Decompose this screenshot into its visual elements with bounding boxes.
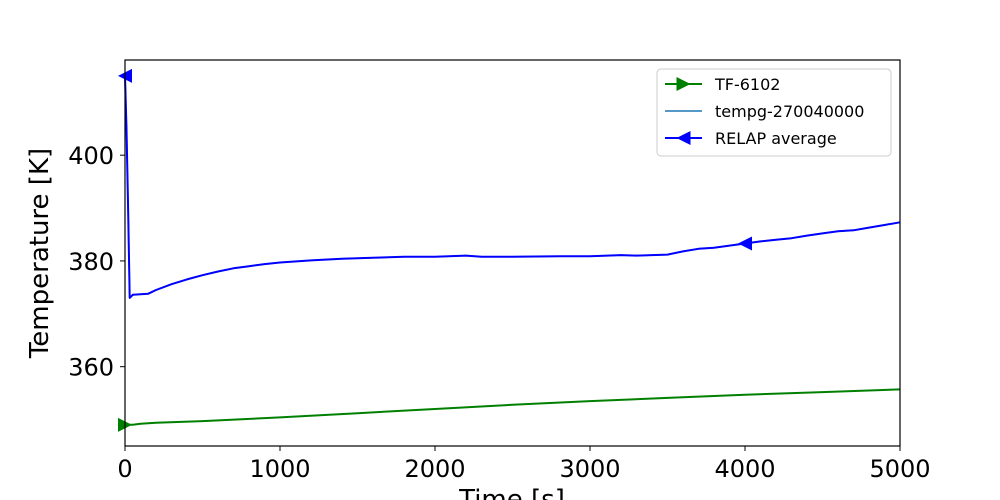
x-tick-label: 5000 (869, 455, 930, 483)
x-tick-label: 4000 (714, 455, 775, 483)
series-line-relap-average (124, 75, 901, 299)
legend-marker-tf-6102 (676, 77, 691, 91)
legend-box (656, 68, 892, 157)
y-axis-ticks: 360 380 400 (68, 142, 125, 382)
x-axis-ticks: 0 1000 2000 3000 4000 5000 (117, 446, 931, 483)
legend-entries: TF-6102 tempg-270040000 RELAP average (665, 75, 864, 148)
x-axis-label: Time [s] (458, 485, 565, 500)
y-axis-label: Temperature [K] (25, 148, 55, 359)
legend-label-tempg-270040000: tempg-270040000 (715, 102, 864, 121)
y-tick-label: 360 (68, 354, 114, 382)
series-marker-relap-average (738, 236, 752, 251)
x-tick-label: 2000 (404, 455, 465, 483)
plot-area (118, 68, 901, 432)
axes-frame (124, 59, 901, 447)
x-tick-label: 3000 (559, 455, 620, 483)
series-line-tf-6102 (125, 388, 901, 426)
y-tick-label: 400 (68, 142, 114, 170)
x-tick-label: 1000 (249, 455, 310, 483)
legend-marker-relap-average (676, 131, 691, 145)
legend-label-relap-average: RELAP average (715, 129, 837, 148)
legend-label-tf-6102: TF-6102 (714, 75, 780, 94)
legend: TF-6102 tempg-270040000 RELAP average (656, 68, 892, 157)
x-tick-label: 0 (117, 455, 132, 483)
y-tick-label: 380 (68, 248, 114, 276)
